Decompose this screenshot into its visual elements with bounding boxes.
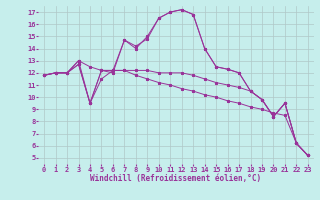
- X-axis label: Windchill (Refroidissement éolien,°C): Windchill (Refroidissement éolien,°C): [91, 174, 261, 183]
